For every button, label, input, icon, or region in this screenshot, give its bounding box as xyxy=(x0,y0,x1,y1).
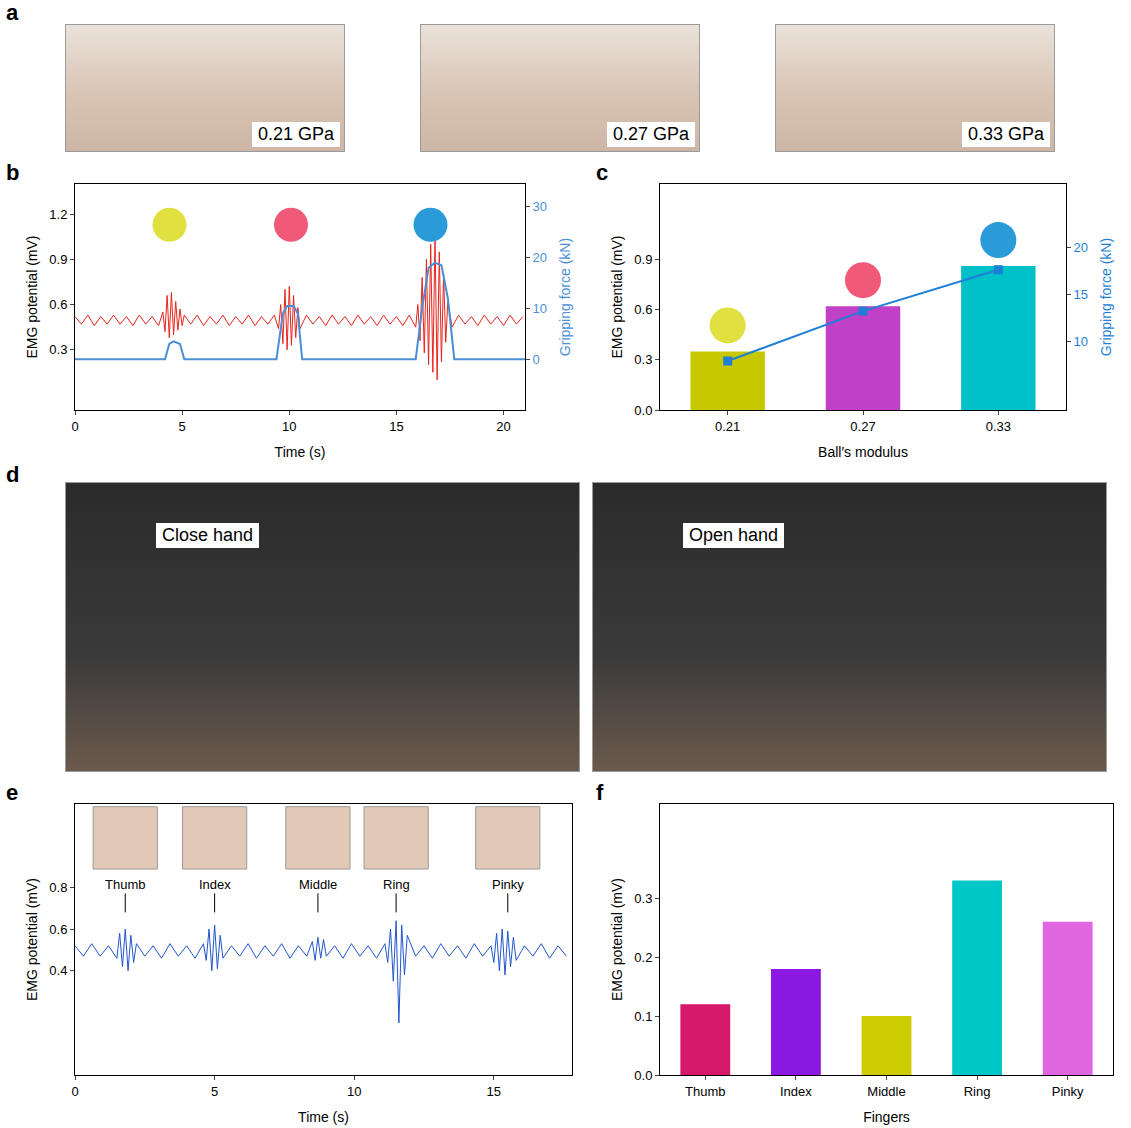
svg-text:Ball′s modulus: Ball′s modulus xyxy=(818,444,908,460)
html-text:0.33 GPa: 0.33 GPa xyxy=(967,124,1044,144)
svg-text:Pinky: Pinky xyxy=(492,877,524,892)
svg-text:0.33: 0.33 xyxy=(986,419,1011,434)
svg-text:0.27: 0.27 xyxy=(850,419,875,434)
svg-text:15: 15 xyxy=(487,1084,501,1099)
svg-text:0.6: 0.6 xyxy=(634,302,652,317)
svg-text:0.0: 0.0 xyxy=(634,403,652,418)
html-text:a: a xyxy=(6,0,19,25)
svg-text:Index: Index xyxy=(199,877,231,892)
svg-text:Gripping force (kN): Gripping force (kN) xyxy=(1098,238,1114,356)
svg-text:10: 10 xyxy=(1074,334,1088,349)
svg-text:Pinky: Pinky xyxy=(1052,1084,1084,1099)
svg-text:0.0: 0.0 xyxy=(634,1068,652,1083)
svg-text:Thumb: Thumb xyxy=(105,877,145,892)
html-text:c: c xyxy=(596,160,609,185)
svg-text:Time (s): Time (s) xyxy=(298,1109,349,1125)
svg-text:0.3: 0.3 xyxy=(634,352,652,367)
svg-text:30: 30 xyxy=(533,199,547,214)
svg-text:0.3: 0.3 xyxy=(49,342,67,357)
svg-text:Gripping force (kN): Gripping force (kN) xyxy=(557,238,573,356)
svg-text:EMG potential (mV): EMG potential (mV) xyxy=(24,878,40,1001)
svg-text:0.6: 0.6 xyxy=(49,922,67,937)
svg-text:Ring: Ring xyxy=(964,1084,991,1099)
svg-text:20: 20 xyxy=(533,250,547,265)
svg-text:Ring: Ring xyxy=(383,877,410,892)
svg-text:0.21: 0.21 xyxy=(715,419,740,434)
svg-text:0.6: 0.6 xyxy=(49,297,67,312)
svg-text:Index: Index xyxy=(780,1084,812,1099)
svg-text:0.2: 0.2 xyxy=(634,950,652,965)
svg-text:0.1: 0.1 xyxy=(634,1009,652,1024)
svg-text:Middle: Middle xyxy=(299,877,337,892)
svg-text:20: 20 xyxy=(496,419,510,434)
svg-text:20: 20 xyxy=(1074,240,1088,255)
svg-text:0.4: 0.4 xyxy=(49,963,67,978)
svg-text:10: 10 xyxy=(533,301,547,316)
svg-text:0: 0 xyxy=(71,1084,78,1099)
svg-text:EMG potential (mV): EMG potential (mV) xyxy=(609,236,625,359)
svg-text:10: 10 xyxy=(282,419,296,434)
svg-text:0: 0 xyxy=(71,419,78,434)
svg-text:Middle: Middle xyxy=(867,1084,905,1099)
svg-text:Fingers: Fingers xyxy=(863,1109,910,1125)
svg-text:0.9: 0.9 xyxy=(634,252,652,267)
svg-text:Time (s): Time (s) xyxy=(275,444,326,460)
svg-text:15: 15 xyxy=(1074,287,1088,302)
svg-text:1.2: 1.2 xyxy=(49,207,67,222)
html-text:b: b xyxy=(6,160,20,185)
html-text:0.21 GPa: 0.21 GPa xyxy=(257,124,334,144)
html-text:f: f xyxy=(596,780,604,805)
html-text:e: e xyxy=(6,780,19,805)
svg-text:EMG potential (mV): EMG potential (mV) xyxy=(24,236,40,359)
svg-text:0.9: 0.9 xyxy=(49,252,67,267)
html-text:Close hand: Close hand xyxy=(162,525,254,545)
svg-text:0.3: 0.3 xyxy=(634,891,652,906)
svg-text:15: 15 xyxy=(389,419,403,434)
html-text:Open hand: Open hand xyxy=(689,525,779,545)
svg-text:0.8: 0.8 xyxy=(49,880,67,895)
svg-text:5: 5 xyxy=(179,419,186,434)
html-text:0.27 GPa: 0.27 GPa xyxy=(612,124,689,144)
svg-text:10: 10 xyxy=(347,1084,361,1099)
svg-text:5: 5 xyxy=(211,1084,218,1099)
svg-text:Thumb: Thumb xyxy=(685,1084,725,1099)
html-text:d: d xyxy=(6,462,20,487)
svg-text:EMG potential (mV): EMG potential (mV) xyxy=(609,878,625,1001)
svg-text:0: 0 xyxy=(533,352,540,367)
